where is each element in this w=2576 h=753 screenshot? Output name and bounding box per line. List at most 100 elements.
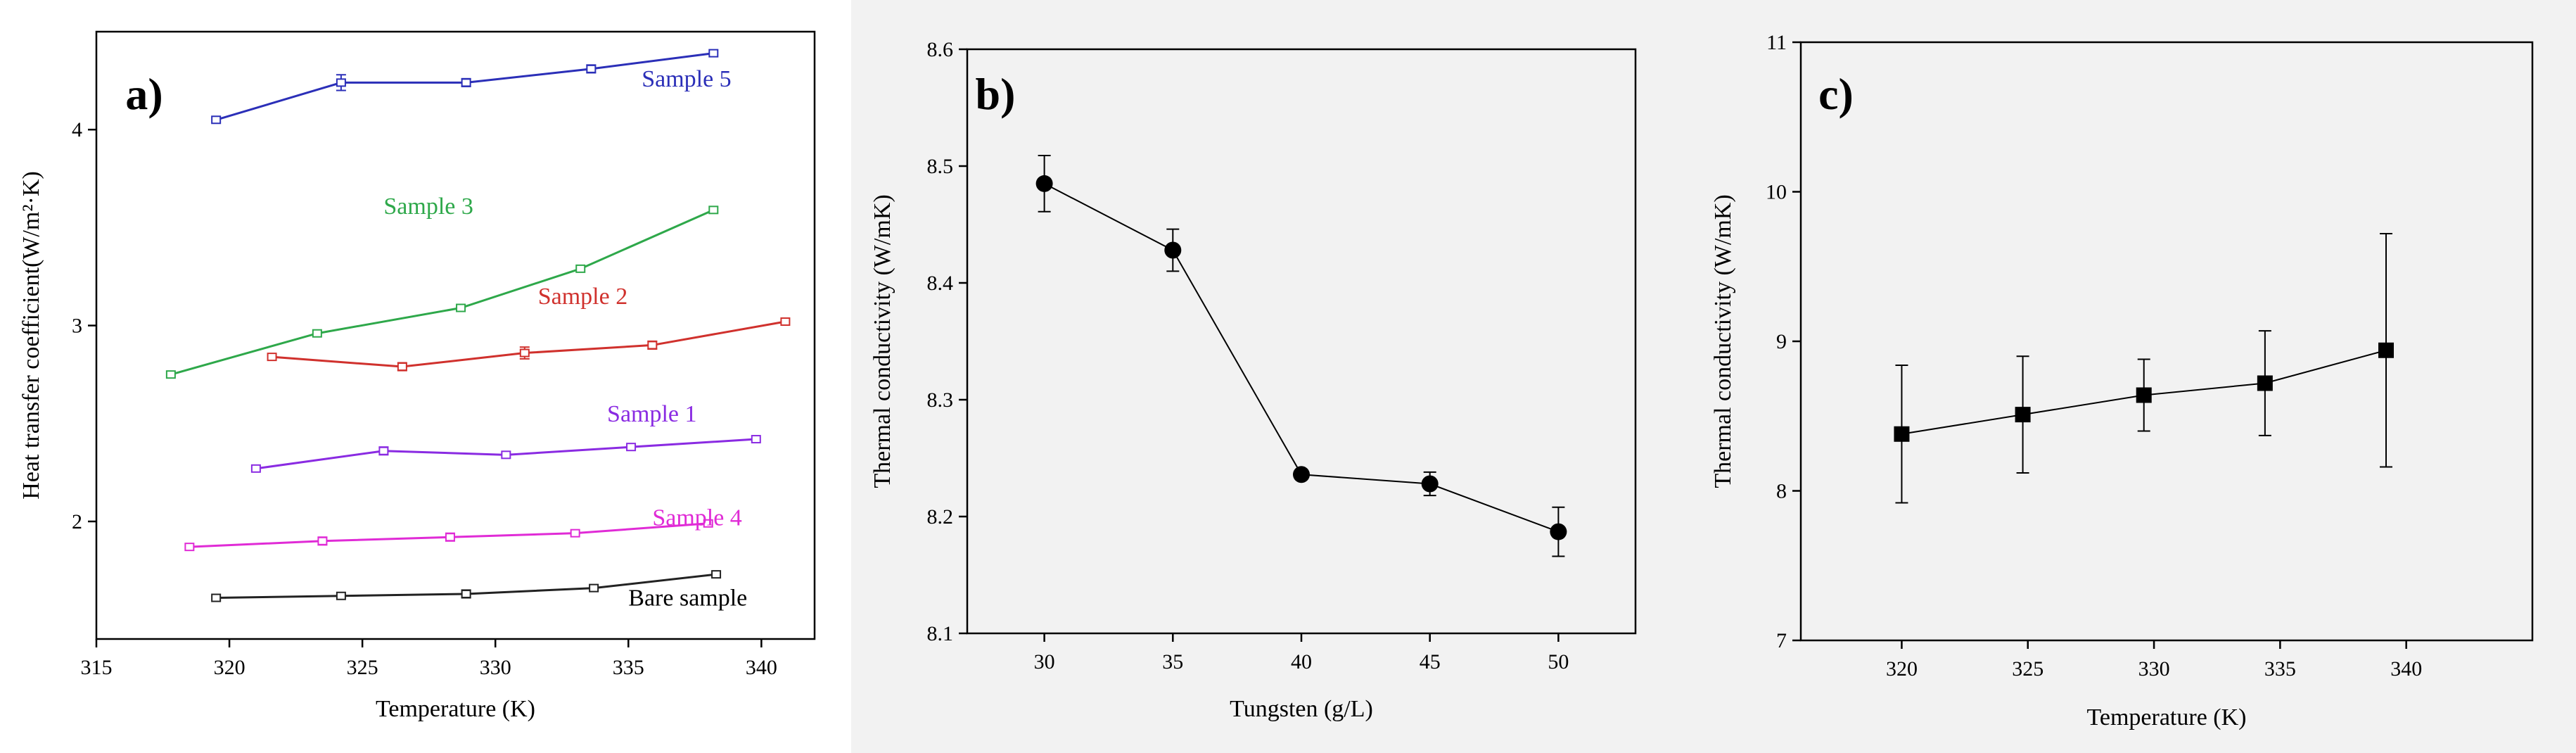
- plot-frame: [1799, 41, 2534, 642]
- x-tick-label: 325: [2012, 657, 2043, 681]
- y-tick-label: 8.6: [927, 38, 954, 61]
- series-thermal-conductivity: [1894, 233, 2394, 504]
- data-point: [708, 205, 719, 215]
- data-point: [378, 446, 389, 455]
- x-tick-label: 30: [1034, 650, 1055, 673]
- y-axis-label: Thermal conductivity (W/mK): [1710, 194, 1736, 488]
- data-point: [780, 317, 791, 327]
- data-point: [2378, 342, 2394, 358]
- data-point: [336, 78, 346, 87]
- x-tick-label: 325: [347, 656, 378, 679]
- data-point: [267, 353, 277, 362]
- data-point: [711, 570, 722, 579]
- data-point: [250, 464, 261, 473]
- y-tick-label: 9: [1776, 330, 1787, 353]
- data-point: [336, 591, 346, 600]
- series-label: Sample 4: [652, 505, 741, 531]
- x-tick-label: 315: [81, 656, 113, 679]
- data-point: [2015, 407, 2031, 423]
- data-point: [647, 341, 658, 350]
- data-point: [1421, 475, 1439, 493]
- y-tick-label: 7: [1776, 629, 1787, 652]
- plot-frame: [966, 48, 1637, 635]
- chart-panel-b: 30 35 40 45 50 8.1 8.2 8.3 8.4 8.5 8.6 Tungsten (g/…: [851, 0, 1692, 753]
- y-tick-label: 10: [1766, 181, 1787, 204]
- data-point: [461, 589, 471, 598]
- data-point: [519, 348, 530, 357]
- series-sample-2: Sample 2: [267, 284, 791, 372]
- y-axis-label: Thermal conductivity (W/mK): [869, 194, 895, 488]
- data-point: [461, 78, 471, 87]
- y-tick-label: 8.5: [927, 155, 954, 178]
- data-point: [312, 329, 322, 338]
- series-bare-sample: Bare sample: [211, 570, 747, 612]
- series-label: Sample 5: [642, 66, 731, 92]
- data-point: [2136, 387, 2152, 403]
- series-sample-1: Sample 1: [250, 401, 761, 473]
- data-point: [1293, 466, 1310, 483]
- series-label: Sample 1: [607, 401, 696, 427]
- y-tick-label: 8.1: [927, 622, 954, 645]
- x-axis-label: Temperature (K): [2087, 704, 2247, 730]
- data-point: [456, 303, 466, 312]
- data-point: [2257, 375, 2273, 391]
- y-tick-label: 4: [72, 118, 82, 141]
- data-point: [703, 519, 713, 528]
- y-tick-label: 3: [72, 315, 82, 338]
- data-point: [751, 435, 761, 444]
- series-thermal-conductivity: [1035, 155, 1567, 557]
- y-tick-label: 8: [1776, 480, 1787, 503]
- data-point: [1035, 175, 1053, 192]
- y-axis-label: Heat transfer coefficient(W/m²·K): [18, 171, 44, 499]
- plot-frame: [95, 30, 816, 640]
- y-tick-label: 2: [72, 510, 82, 533]
- data-point: [165, 370, 176, 379]
- x-tick-label: 330: [480, 656, 511, 679]
- data-point: [445, 533, 455, 542]
- x-tick-label: 340: [2390, 657, 2422, 681]
- series-sample-4: Sample 4: [184, 505, 742, 552]
- data-point: [626, 443, 637, 452]
- chart-panel-a: 315 320 325 330 335 340 2 3 4 Temperature (K) Heat…: [0, 0, 851, 753]
- data-point: [317, 536, 328, 545]
- panel-label: b): [976, 69, 1016, 119]
- x-tick-label: 45: [1420, 650, 1441, 673]
- series-sample-5: Sample 5: [211, 49, 732, 125]
- y-tick-label: 11: [1766, 31, 1787, 54]
- data-point: [589, 583, 599, 593]
- data-point: [184, 543, 195, 552]
- panel-label: a): [125, 69, 162, 119]
- data-point: [211, 115, 222, 125]
- series-label: Sample 2: [538, 284, 627, 310]
- data-point: [397, 362, 407, 372]
- data-point: [708, 49, 719, 58]
- chart-panel-c: 320 325 330 335 340 7 8 9 10 11 Temperature (K) The…: [1692, 0, 2576, 753]
- panel-label: c): [1818, 69, 1854, 119]
- x-axis-label: Temperature (K): [376, 696, 535, 722]
- x-tick-label: 330: [2138, 657, 2170, 681]
- x-tick-label: 35: [1162, 650, 1183, 673]
- series-line: [170, 208, 714, 376]
- data-point: [575, 264, 586, 273]
- x-tick-label: 50: [1548, 650, 1569, 673]
- data-point: [211, 593, 222, 602]
- series-sample-3: Sample 3: [165, 194, 719, 379]
- heat-transfer-chart: 315 320 325 330 335 340 2 3 4 Temperature (K) Heat…: [18, 30, 816, 722]
- x-tick-label: 40: [1291, 650, 1312, 673]
- x-tick-label: 340: [746, 656, 777, 679]
- x-tick-label: 320: [1886, 657, 1918, 681]
- tungsten-conductivity-chart: 30 35 40 45 50 8.1 8.2 8.3 8.4 8.5 8.6 Tungsten (g/…: [869, 38, 1637, 722]
- data-point: [1164, 241, 1182, 259]
- x-tick-label: 335: [613, 656, 644, 679]
- series-label: Bare sample: [628, 586, 747, 612]
- data-point: [570, 529, 580, 538]
- series-label: Sample 3: [383, 194, 473, 220]
- data-point: [1550, 523, 1567, 540]
- x-axis-label: Tungsten (g/L): [1230, 696, 1373, 722]
- x-tick-label: 335: [2264, 657, 2296, 681]
- temperature-conductivity-chart: 320 325 330 335 340 7 8 9 10 11 Temperature (K) The…: [1710, 31, 2534, 730]
- y-tick-label: 8.3: [927, 388, 954, 412]
- data-point: [1894, 426, 1910, 442]
- data-point: [501, 450, 511, 460]
- data-point: [586, 64, 597, 73]
